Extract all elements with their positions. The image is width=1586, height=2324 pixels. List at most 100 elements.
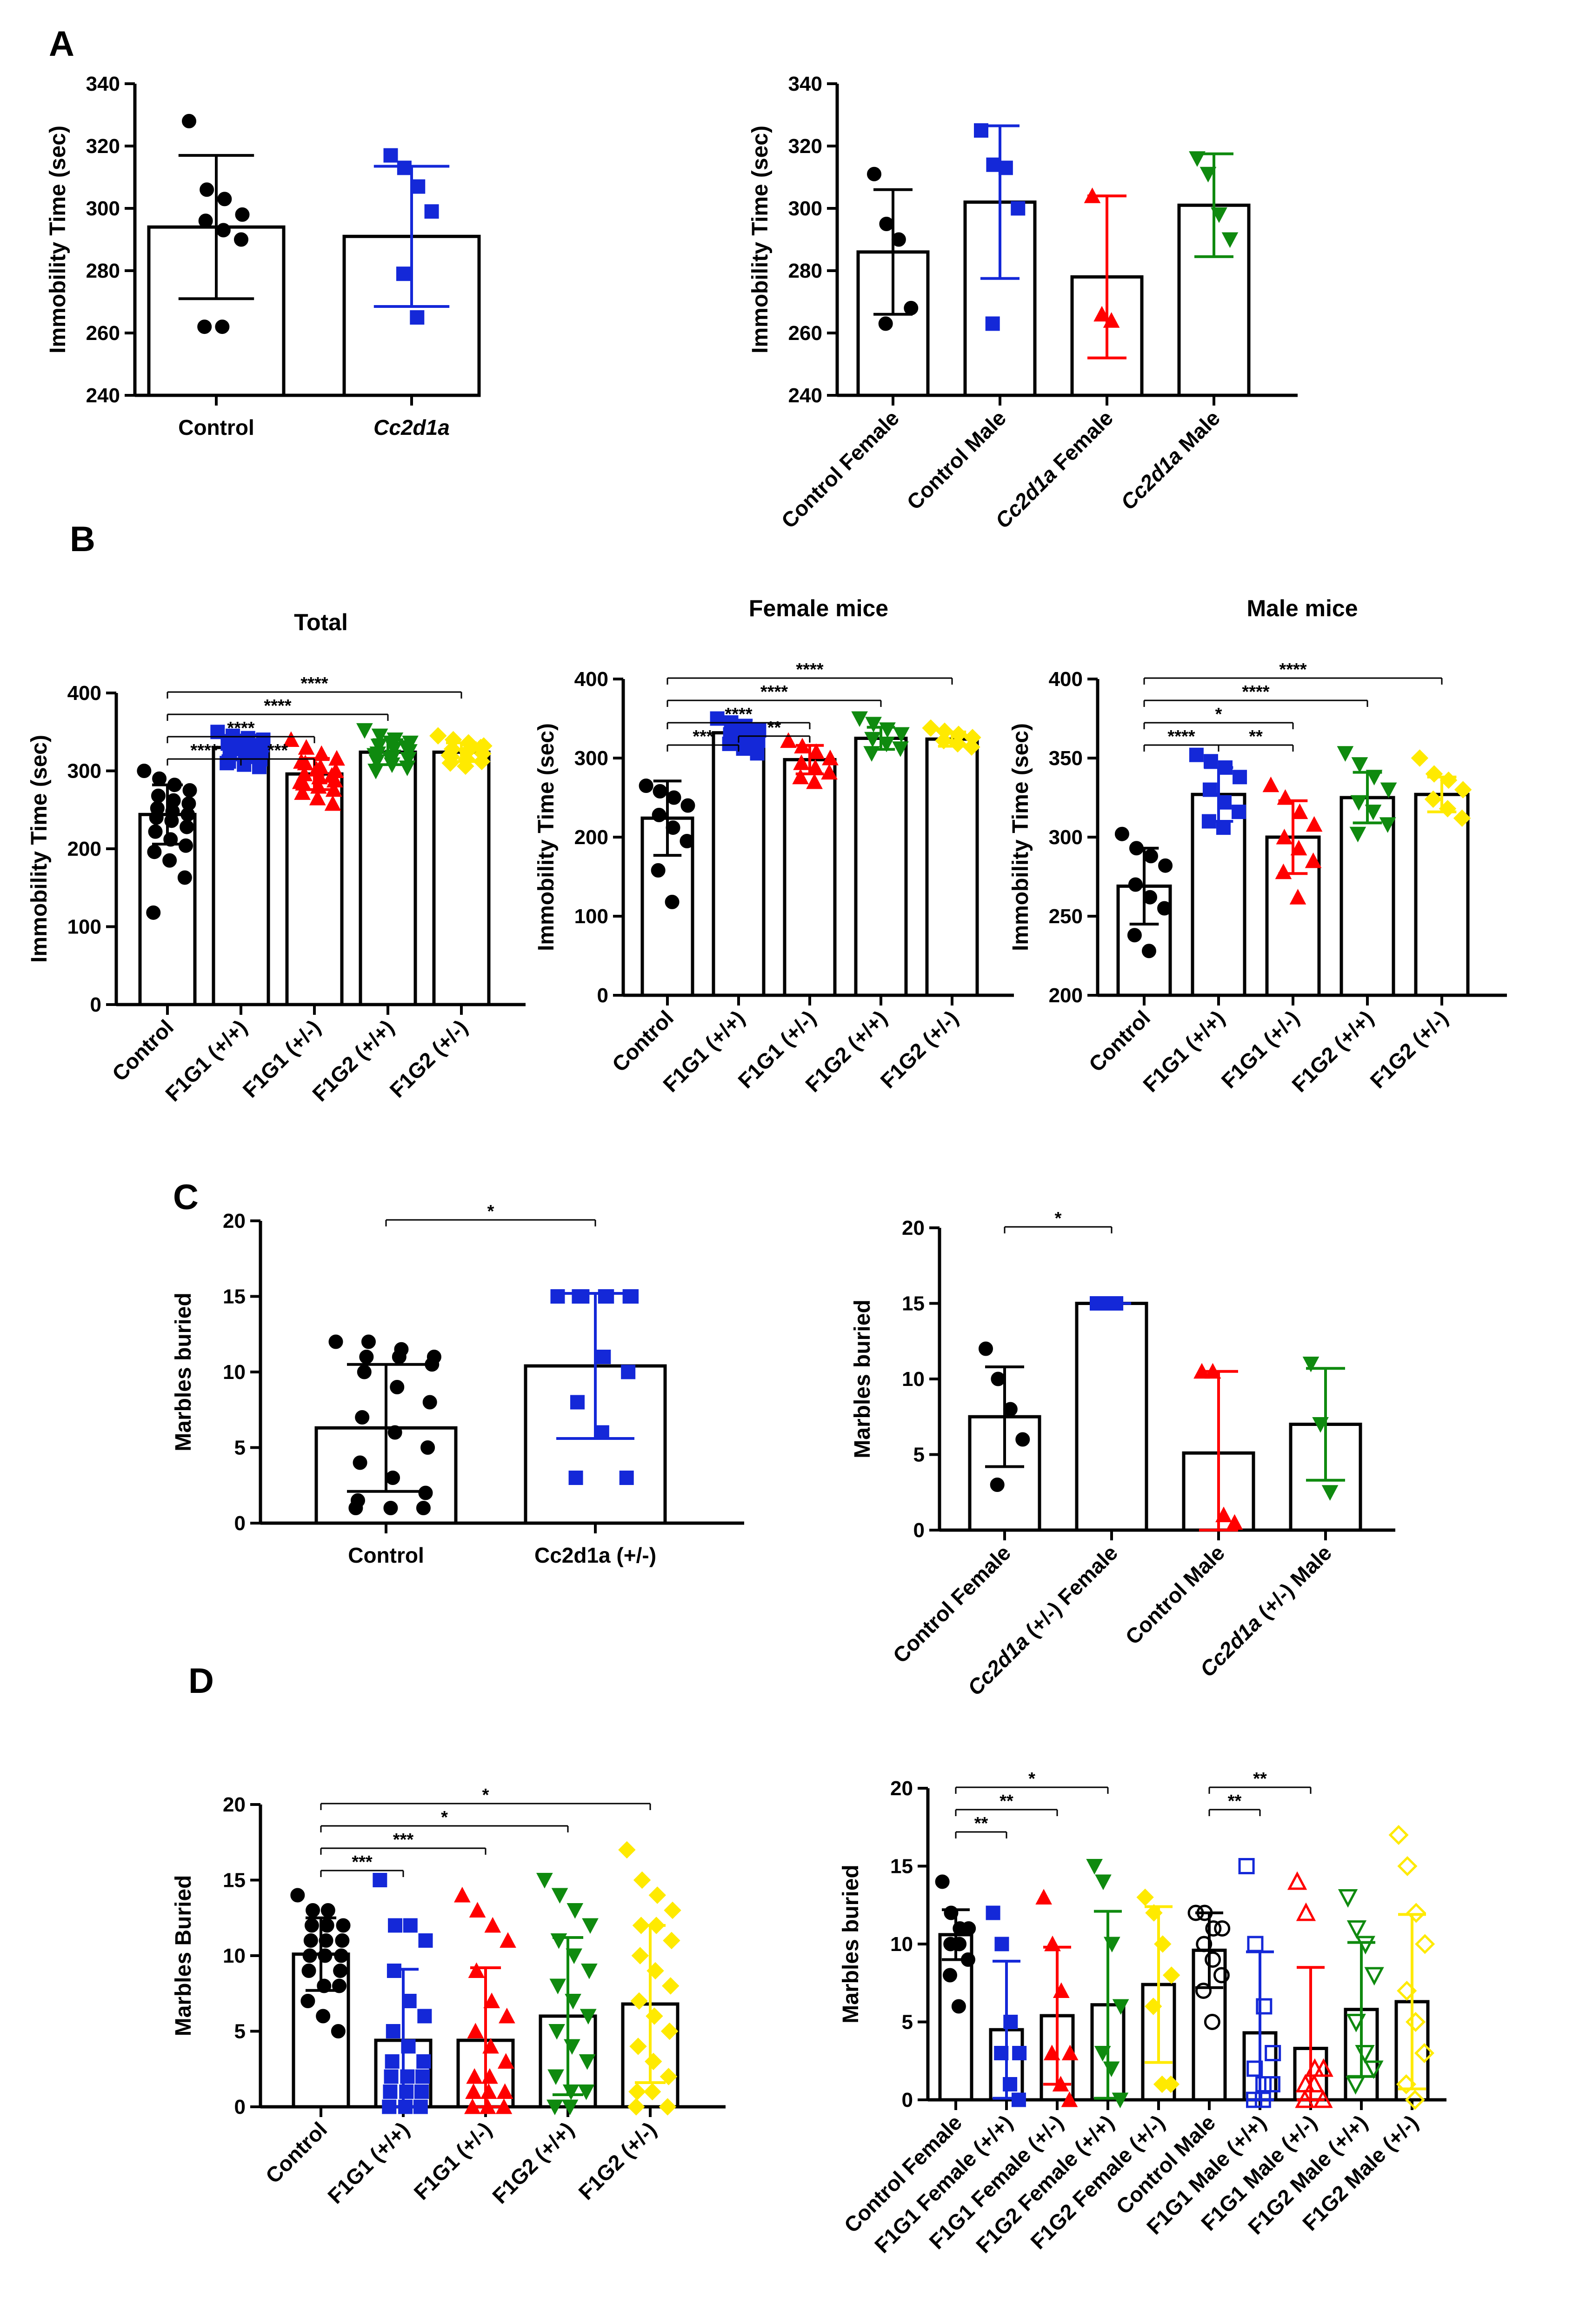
data-point <box>416 2054 431 2069</box>
y-tick-label: 260 <box>788 322 822 345</box>
data-point <box>308 761 325 777</box>
y-tick-label: 400 <box>1049 668 1083 691</box>
data-point <box>1238 1858 1255 1874</box>
x-tick-label: Cc2d1a (+/-) <box>534 1543 656 1567</box>
data-point <box>1112 2092 1129 2109</box>
data-point <box>1346 1920 1367 1939</box>
data-point <box>1202 782 1217 797</box>
bar <box>712 731 766 997</box>
y-tick-label: 240 <box>788 384 822 407</box>
data-point <box>387 1964 401 1978</box>
data-point <box>411 179 426 194</box>
data-point <box>151 788 166 803</box>
data-point <box>499 2007 515 2024</box>
data-point <box>1189 747 1204 762</box>
data-point <box>328 1334 343 1349</box>
data-point <box>622 1289 637 1304</box>
y-tick-label: 20 <box>223 1793 246 1816</box>
data-point <box>596 1350 611 1364</box>
data-point <box>961 1921 976 1936</box>
data-point <box>1349 826 1366 843</box>
data-point <box>1144 849 1159 864</box>
sig-label: * <box>1028 1769 1035 1789</box>
data-point <box>630 1992 648 2010</box>
data-point <box>333 1964 348 1978</box>
data-point <box>1162 1966 1180 1984</box>
data-point <box>1287 1871 1307 1890</box>
data-point <box>653 784 667 799</box>
data-point <box>1351 757 1368 773</box>
data-point <box>392 1350 406 1364</box>
data-point <box>1306 816 1323 832</box>
data-point <box>986 1905 1000 1920</box>
data-point <box>290 1888 305 1903</box>
data-point <box>234 232 249 247</box>
data-point <box>1011 2092 1026 2107</box>
data-point <box>198 213 213 228</box>
data-point <box>414 2084 429 2099</box>
data-point <box>1141 944 1156 959</box>
data-point <box>680 798 695 813</box>
data-point <box>1195 1983 1212 1999</box>
data-point <box>303 1933 318 1948</box>
y-axis-label: Immobility Time (sec) <box>1008 723 1033 951</box>
data-point <box>1296 1902 1316 1921</box>
data-point <box>1112 1999 1129 2015</box>
data-point <box>808 743 825 759</box>
y-axis-label: Immobility Time (sec) <box>27 735 52 963</box>
data-point <box>1128 877 1143 892</box>
data-point <box>410 310 425 325</box>
sig-label: ** <box>1253 1769 1267 1789</box>
data-point <box>1204 2014 1220 2030</box>
bar <box>1339 796 1395 997</box>
data-point <box>1061 2091 1078 2107</box>
panel-label-a: A <box>49 24 74 64</box>
data-point <box>293 753 310 769</box>
data-point <box>1205 1920 1222 1937</box>
data-point <box>867 166 881 181</box>
data-point <box>1405 2090 1425 2110</box>
data-point <box>662 1977 680 1995</box>
data-point <box>566 1903 584 1919</box>
y-tick-label: 0 <box>90 993 101 1016</box>
data-point <box>348 1501 363 1515</box>
sig-label: *** <box>693 727 713 746</box>
data-point <box>386 1471 400 1485</box>
data-point <box>373 1873 387 1887</box>
data-point <box>422 1395 437 1410</box>
data-point <box>893 727 910 743</box>
x-tick-label: Control <box>348 1543 424 1567</box>
data-point <box>465 2083 482 2099</box>
data-point <box>180 819 194 834</box>
y-tick-label: 0 <box>902 2089 913 2111</box>
data-point <box>383 2084 398 2099</box>
data-point <box>215 320 230 334</box>
data-point <box>1213 1967 1230 1984</box>
data-point <box>536 1873 553 1889</box>
data-point <box>1424 790 1442 808</box>
data-point <box>1321 1485 1339 1501</box>
y-tick-label: 400 <box>67 682 101 705</box>
data-point <box>990 1478 1005 1492</box>
data-point <box>220 736 235 751</box>
data-point <box>200 182 214 197</box>
data-point <box>1275 863 1292 879</box>
data-point <box>942 1968 957 1983</box>
y-tick-label: 250 <box>1049 905 1083 928</box>
panel-label-c: C <box>173 1178 199 1217</box>
data-point <box>1158 858 1173 873</box>
bar <box>1075 1302 1148 1532</box>
data-point <box>402 1994 417 2008</box>
data-point <box>325 781 342 797</box>
data-point <box>473 752 491 771</box>
data-point <box>309 790 326 806</box>
data-point <box>548 2024 565 2040</box>
data-point <box>1337 746 1354 762</box>
sig-label: *** <box>267 741 288 760</box>
sig-label: *** <box>393 1830 414 1850</box>
bar <box>1414 792 1470 997</box>
data-point <box>367 748 383 764</box>
data-point <box>283 731 300 747</box>
data-point <box>466 2068 483 2084</box>
data-point <box>578 2084 595 2100</box>
